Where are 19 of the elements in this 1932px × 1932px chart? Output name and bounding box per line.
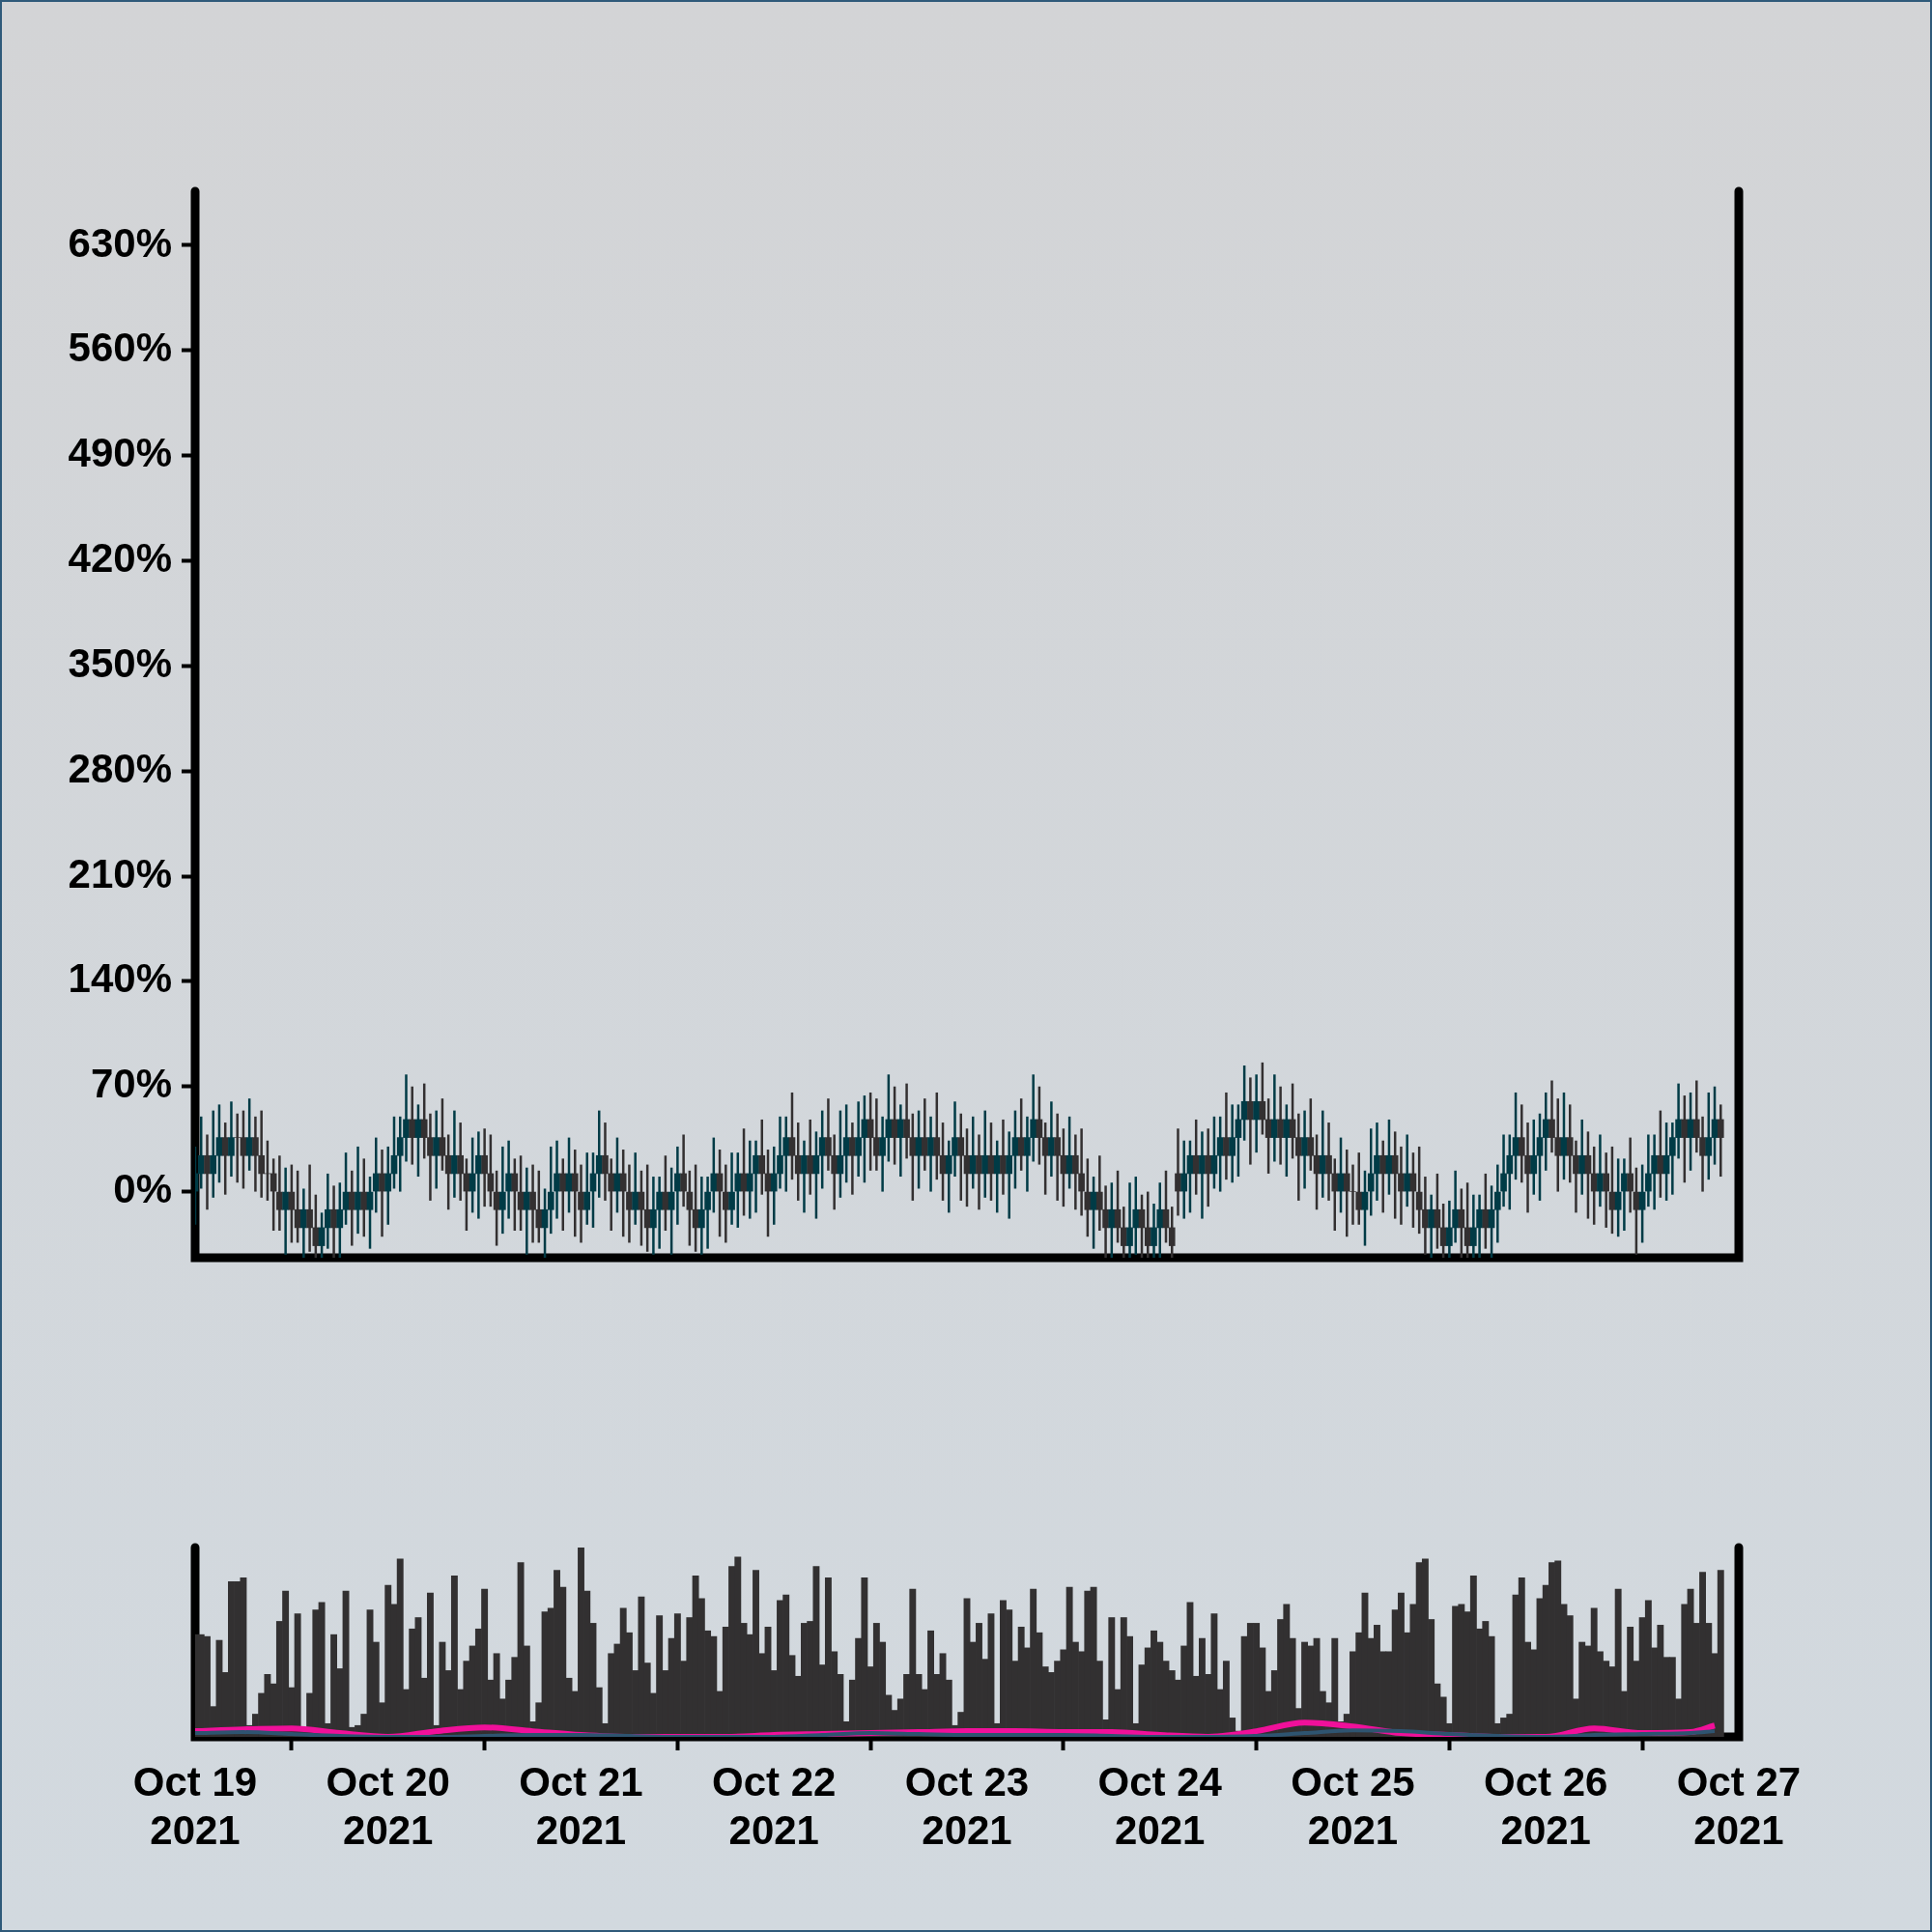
x-tick-label: Oct 23 2021 <box>904 1758 1030 1854</box>
x-tick-label: Oct 21 2021 <box>519 1758 643 1854</box>
y-tick-label: 490% <box>68 430 172 476</box>
y-tick-label: 210% <box>68 850 172 896</box>
x-tick-label: Oct 25 2021 <box>1291 1758 1415 1854</box>
x-tick-label: Oct 26 2021 <box>1484 1758 1608 1854</box>
x-tick-label: Oct 24 2021 <box>1097 1758 1223 1854</box>
x-tick-label: Oct 19 2021 <box>132 1758 258 1854</box>
y-tick-label: 140% <box>68 955 172 1002</box>
x-tick-label: Oct 27 2021 <box>1676 1758 1802 1854</box>
y-tick-label: 630% <box>68 219 172 266</box>
y-tick-label: 280% <box>68 745 172 791</box>
y-tick-label: 420% <box>68 535 172 582</box>
x-tick-label: Oct 22 2021 <box>712 1758 837 1854</box>
x-tick-label: Oct 20 2021 <box>326 1758 450 1854</box>
y-tick-label: 560% <box>68 325 172 371</box>
y-tick-label: 0% <box>113 1166 172 1212</box>
y-tick-label: 350% <box>68 639 172 686</box>
y-tick-label: 70% <box>90 1061 172 1107</box>
